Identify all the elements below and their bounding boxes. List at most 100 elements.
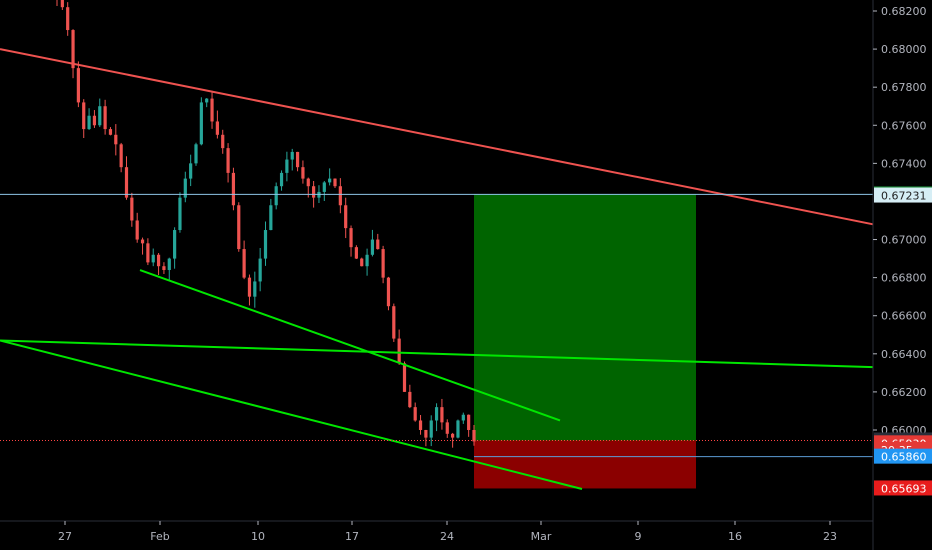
candle-down [215, 121, 219, 135]
candle-down [231, 172, 236, 206]
trendline-support-horizontal[interactable] [0, 339, 874, 369]
candle-up [365, 254, 369, 267]
candle-up [456, 420, 460, 438]
candle-down [381, 249, 385, 278]
time-tick-label: 10 [251, 530, 265, 543]
candle-down [402, 363, 407, 392]
candle-up [151, 254, 155, 263]
time-tick-label: 16 [728, 530, 742, 543]
time-tick-label: Mar [531, 530, 552, 543]
candle-down [135, 220, 139, 240]
candle-down [451, 433, 455, 438]
trendline-resistance[interactable] [0, 48, 874, 226]
candle-down [440, 407, 444, 423]
loss-zone[interactable] [474, 440, 696, 489]
price-tick-label: 0.66200 [881, 386, 927, 399]
candle-down [349, 228, 353, 248]
candle-down [210, 98, 214, 122]
price-tick-label: 0.66600 [881, 310, 927, 323]
candle-down [445, 422, 449, 434]
horizontal-lines [0, 193, 873, 458]
trendline-support-upper[interactable] [139, 269, 561, 422]
price-tick-label: 0.68000 [881, 43, 927, 56]
price-badge-bg [874, 480, 932, 496]
candle-down [386, 277, 391, 307]
candle-down [397, 338, 401, 364]
candle-down [71, 30, 75, 69]
candle-up [194, 144, 198, 164]
candle-up [269, 205, 273, 231]
candle-up [274, 186, 278, 206]
candle-up [173, 230, 177, 259]
candle-down [392, 306, 396, 339]
price-badge-label: 0.65693 [881, 482, 927, 495]
price-tick-label: 0.66400 [881, 348, 927, 361]
price-badge-label: 0.67231 [881, 190, 927, 203]
time-tick-label: Feb [150, 530, 169, 543]
candle-down [301, 167, 305, 179]
candle-up [328, 178, 332, 183]
candle-down [418, 420, 423, 430]
price-tick-label: 0.66800 [881, 272, 927, 285]
candle-down [130, 197, 134, 221]
candle-down [92, 115, 97, 126]
candle-up [263, 230, 268, 259]
candle-down [66, 7, 70, 31]
candle-down [306, 178, 310, 187]
candle-up [290, 151, 294, 160]
candle-down [162, 266, 166, 271]
candle-up [461, 414, 465, 421]
candle-up [322, 182, 326, 192]
candle-down [247, 277, 252, 297]
candle-down [221, 134, 225, 149]
candle-up [183, 178, 187, 198]
candle-down [237, 205, 241, 250]
candle-down [467, 414, 471, 430]
candle-down [226, 148, 230, 173]
candle-up [370, 239, 375, 255]
candle-up [178, 197, 182, 231]
time-tick-label: 27 [58, 530, 72, 543]
price-tick-label: 0.67600 [881, 119, 927, 132]
trendline-support-lower[interactable] [0, 339, 583, 490]
price-tick-label: 0.67800 [881, 81, 927, 94]
candle-down [119, 144, 123, 168]
candle-up [285, 159, 289, 173]
candle-down [82, 102, 86, 130]
time-tick-label: 23 [823, 530, 837, 543]
trendlines[interactable] [0, 48, 874, 490]
candle-down [60, 0, 64, 8]
candle-down [146, 243, 150, 263]
price-badge-bg [874, 448, 932, 464]
candle-up [279, 172, 284, 187]
candle-up [167, 258, 171, 271]
price-tick-label: 0.67400 [881, 157, 927, 170]
candle-down [103, 106, 107, 130]
candle-up [98, 106, 102, 126]
candle-down [413, 407, 417, 421]
candle-up [253, 281, 257, 297]
profit-zone[interactable] [474, 194, 696, 441]
price-badge-label: 0.65860 [881, 451, 927, 464]
time-axis[interactable]: 27 Feb 10 17 24 Mar 9 16 23 [58, 521, 837, 543]
time-tick-label: 9 [635, 530, 642, 543]
time-tick-label: 24 [440, 530, 454, 543]
position-zones [474, 194, 696, 489]
candle-down [76, 68, 80, 103]
candle-down [156, 254, 161, 267]
candle-down [140, 239, 145, 244]
price-axis[interactable]: 0.68200 0.68000 0.67800 0.67600 0.67400 0.670… [873, 5, 927, 437]
candle-down [338, 186, 342, 206]
candle-down [408, 391, 412, 408]
candle-up [429, 420, 433, 438]
price-badges: 0.672370.672310.659450.6593020:350.65860… [874, 186, 932, 496]
candle-down [376, 239, 380, 250]
candle-down [360, 258, 364, 267]
candle-down [295, 151, 300, 168]
candle-down [242, 249, 246, 278]
price-tick-label: 0.67000 [881, 234, 927, 247]
candle-up [87, 115, 91, 130]
candle-down [354, 247, 358, 259]
